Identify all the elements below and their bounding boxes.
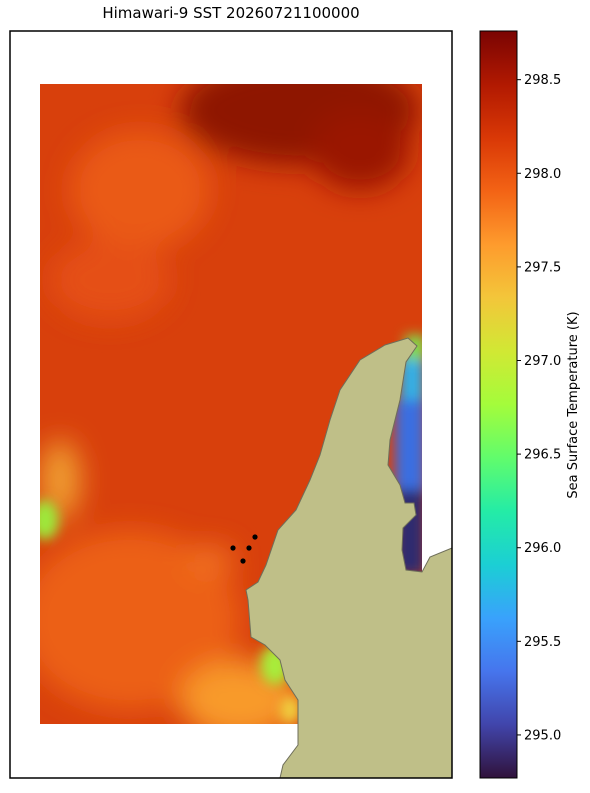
colorbar-tick-label: 297.0 bbox=[524, 354, 561, 369]
station bbox=[246, 545, 252, 551]
colorbar-tick-label: 298.5 bbox=[524, 73, 561, 88]
colorbar-tick-label: 296.5 bbox=[524, 448, 561, 463]
station bbox=[240, 558, 246, 564]
colorbar-label: Sea Surface Temperature (K) bbox=[566, 311, 581, 498]
map-frame bbox=[9, 30, 453, 779]
station-markers bbox=[230, 534, 258, 564]
colorbar-tick-label: 295.0 bbox=[524, 728, 561, 743]
colorbar-tick-label: 296.0 bbox=[524, 541, 561, 556]
station bbox=[230, 545, 236, 551]
colorbar-tick-label: 295.5 bbox=[524, 635, 561, 650]
colorbar-tick-label: 298.0 bbox=[524, 167, 561, 182]
colorbar-tick-label: 297.5 bbox=[524, 260, 561, 275]
map-title: Himawari-9 SST 20260721100000 bbox=[102, 4, 359, 22]
land bbox=[245, 337, 453, 779]
station bbox=[252, 534, 258, 540]
colorbar bbox=[479, 30, 518, 779]
